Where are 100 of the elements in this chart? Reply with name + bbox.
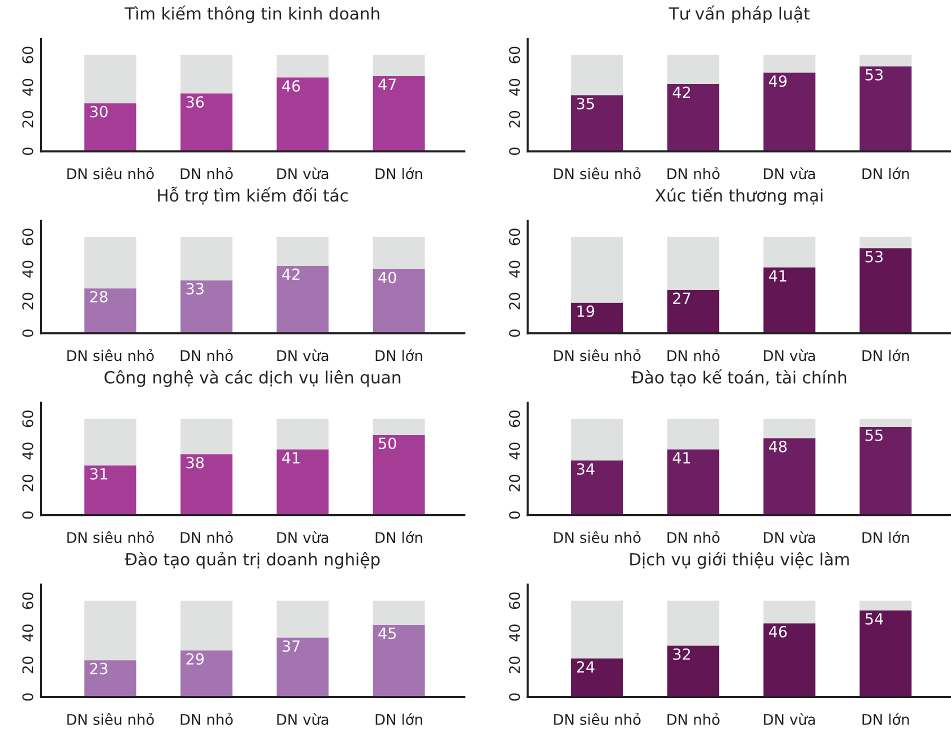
y-tick-label: 0	[509, 511, 520, 519]
x-tick-label: DN nhỏ	[668, 167, 720, 180]
data-label: 33	[186, 282, 204, 294]
data-label: 19	[578, 305, 594, 317]
y-tick-label: 40	[509, 260, 520, 278]
bar	[180, 236, 232, 280]
y-tick-label: 0	[22, 693, 34, 701]
bar	[372, 624, 425, 697]
bar	[763, 418, 816, 438]
y-tick-label: 0	[22, 511, 34, 519]
x-tick-label: DN vừa	[277, 713, 328, 725]
x-tick-label: DN vừa	[277, 167, 328, 180]
bar	[860, 236, 912, 248]
data-label: 53	[866, 68, 883, 80]
bar	[667, 236, 720, 290]
y-tick-label: 20	[22, 656, 34, 674]
y-tick-label: 60	[509, 228, 520, 246]
bar	[372, 434, 425, 516]
bar	[372, 418, 425, 435]
x-tick-label: DN vừa	[277, 349, 328, 362]
bar	[571, 302, 623, 334]
bar	[667, 55, 720, 84]
data-label: 46	[282, 80, 300, 92]
x-tick-label: DN siêu nhỏ	[67, 349, 154, 362]
y-tick-label: 40	[22, 624, 34, 642]
data-label: 32	[673, 648, 690, 660]
bar	[667, 418, 720, 450]
x-tick-label: DN siêu nhỏ	[554, 167, 641, 180]
x-tick-label: DN vừa	[764, 713, 815, 725]
y-tick-label: 40	[509, 442, 520, 460]
x-tick-label: DN nhỏ	[180, 167, 233, 180]
x-tick-label: DN nhỏ	[180, 712, 233, 725]
x-tick-label: DN nhỏ	[180, 349, 233, 362]
bar	[276, 449, 329, 516]
chart-title: Tư vấn pháp luật	[668, 5, 810, 24]
data-label: 53	[866, 250, 883, 262]
bar	[667, 290, 720, 334]
x-tick-label: DN vừa	[764, 349, 815, 362]
bar	[860, 66, 912, 152]
data-label: 50	[378, 438, 396, 450]
y-tick-label: 60	[509, 592, 520, 610]
data-label: 47	[378, 78, 396, 90]
bar	[84, 103, 136, 152]
y-tick-label: 40	[22, 442, 34, 460]
x-tick-label: DN nhỏ	[668, 712, 720, 725]
bar	[84, 236, 136, 288]
y-tick-label: 40	[22, 78, 34, 96]
x-tick-label: DN lớn	[862, 713, 909, 725]
bar	[84, 288, 136, 334]
bar	[763, 72, 816, 152]
bar	[180, 55, 232, 94]
bar	[180, 94, 232, 152]
data-label: 55	[866, 430, 883, 442]
bar	[372, 55, 425, 76]
data-label: 24	[576, 661, 594, 673]
data-label: 31	[90, 468, 108, 480]
y-tick-label: 60	[509, 410, 520, 428]
bar	[763, 438, 816, 516]
bar	[180, 600, 232, 650]
data-label: 35	[577, 98, 594, 110]
data-label: 41	[672, 452, 690, 464]
x-tick-label: DN siêu nhỏ	[554, 712, 641, 725]
bar	[84, 660, 136, 697]
data-label: 42	[672, 86, 690, 98]
bar	[276, 266, 329, 334]
data-label: 28	[90, 290, 108, 303]
data-label: 38	[186, 456, 204, 468]
x-tick-label: DN siêu nhỏ	[554, 349, 641, 362]
bar	[763, 236, 816, 268]
chart-title: Đào tạo quản trị doanh nghiệp	[124, 552, 380, 569]
bar	[667, 84, 720, 152]
bar	[763, 600, 816, 624]
bar	[372, 236, 425, 270]
x-tick-label: DN siêu nhỏ	[67, 531, 154, 544]
x-tick-label: DN siêu nhỏ	[67, 167, 154, 180]
bar	[276, 78, 329, 152]
bar	[571, 55, 623, 96]
data-label: 36	[186, 96, 204, 108]
bar	[84, 600, 136, 660]
chart-title: Tìm kiếm thông tin kinh doanh	[124, 5, 380, 24]
x-tick-label: DN siêu nhỏ	[554, 531, 641, 544]
y-tick-label: 20	[22, 292, 34, 310]
data-label: 30	[90, 106, 108, 118]
y-tick-label: 60	[22, 592, 34, 610]
bar	[180, 280, 232, 334]
chart-title: Đào tạo kế toán, tài chính	[631, 369, 846, 386]
bar	[860, 610, 912, 697]
bar	[372, 269, 425, 334]
bar	[276, 638, 329, 697]
y-tick-label: 40	[509, 624, 520, 642]
bar	[180, 418, 232, 454]
data-label: 48	[768, 440, 787, 452]
y-tick-label: 20	[509, 110, 520, 128]
data-label: 54	[866, 613, 884, 625]
y-tick-label: 0	[509, 330, 520, 337]
y-tick-label: 20	[22, 474, 34, 492]
data-label: 34	[577, 463, 594, 475]
bar	[763, 55, 816, 73]
y-tick-label: 20	[509, 292, 520, 310]
bar	[571, 658, 623, 697]
